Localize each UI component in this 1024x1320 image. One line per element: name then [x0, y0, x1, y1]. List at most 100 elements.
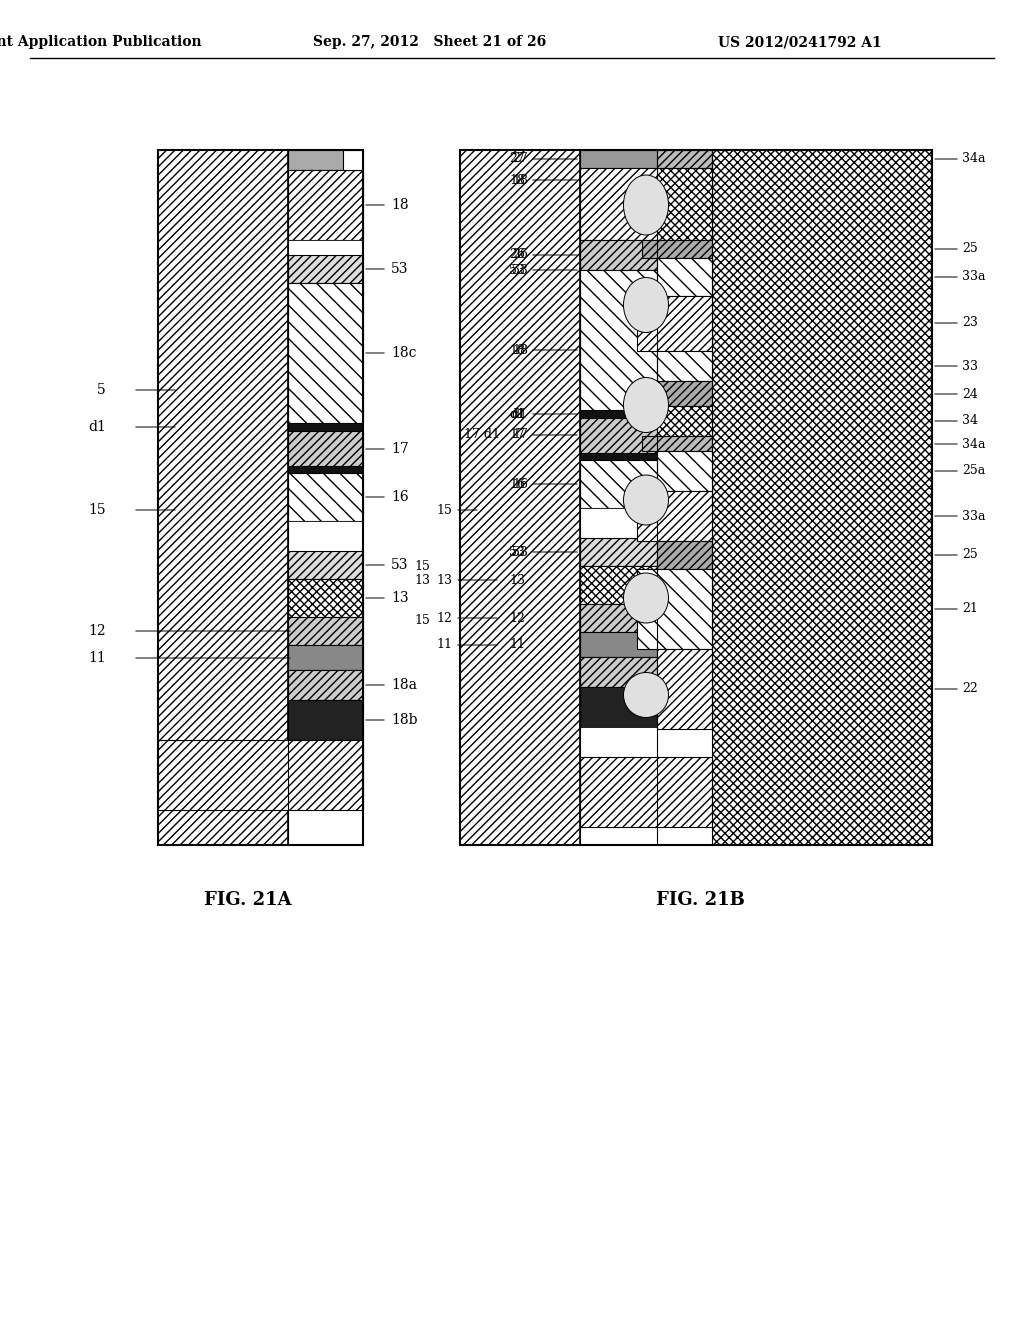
Text: 11: 11: [509, 639, 525, 652]
Text: d1: d1: [509, 408, 525, 421]
Text: 15: 15: [436, 503, 452, 516]
Bar: [637, 569, 712, 649]
Bar: [657, 451, 712, 491]
Text: 17: 17: [509, 429, 525, 441]
Text: 53: 53: [512, 545, 528, 558]
Text: 21: 21: [962, 602, 978, 615]
Bar: [288, 521, 362, 550]
Bar: [288, 255, 362, 282]
Text: 11: 11: [436, 639, 452, 652]
Bar: [288, 671, 362, 700]
Text: 16: 16: [509, 478, 525, 491]
Bar: [580, 240, 712, 271]
Bar: [580, 727, 712, 756]
Bar: [288, 150, 343, 170]
Text: 53: 53: [509, 264, 525, 276]
Text: 17: 17: [391, 442, 409, 455]
Text: 12: 12: [436, 611, 452, 624]
Bar: [288, 432, 362, 466]
Bar: [642, 436, 712, 451]
Bar: [158, 150, 362, 845]
Bar: [288, 550, 362, 579]
Bar: [288, 170, 362, 240]
Bar: [288, 700, 362, 741]
Text: 34: 34: [962, 414, 978, 428]
Bar: [580, 453, 712, 459]
Text: 24: 24: [962, 388, 978, 400]
Text: 12: 12: [88, 624, 106, 638]
Ellipse shape: [624, 475, 669, 525]
Bar: [657, 649, 712, 729]
Bar: [580, 418, 712, 453]
Text: 11: 11: [88, 651, 106, 665]
Text: 33a: 33a: [962, 271, 985, 284]
Text: 15: 15: [88, 503, 106, 517]
Text: 13: 13: [436, 573, 452, 586]
Bar: [288, 741, 343, 770]
Ellipse shape: [624, 672, 669, 718]
Bar: [580, 566, 712, 605]
Bar: [580, 657, 712, 686]
Bar: [580, 271, 712, 411]
Text: 17 d1: 17 d1: [464, 429, 500, 441]
Bar: [580, 150, 635, 170]
Text: d1: d1: [88, 420, 106, 434]
Bar: [580, 459, 712, 508]
Text: 23: 23: [962, 317, 978, 330]
Text: 18b: 18b: [391, 713, 418, 727]
Bar: [460, 150, 932, 845]
Text: d1: d1: [512, 408, 528, 421]
Ellipse shape: [624, 378, 669, 433]
Text: 27: 27: [512, 153, 528, 165]
Text: 26: 26: [512, 248, 528, 261]
Bar: [657, 150, 712, 168]
Bar: [580, 539, 712, 566]
Bar: [657, 168, 712, 240]
Bar: [712, 150, 932, 845]
Bar: [580, 632, 712, 657]
Text: 25a: 25a: [962, 465, 985, 478]
Bar: [288, 473, 362, 521]
Bar: [343, 150, 362, 170]
Bar: [580, 508, 712, 539]
Text: 26: 26: [509, 248, 525, 261]
Bar: [343, 741, 362, 770]
Text: 15: 15: [414, 560, 430, 573]
Text: 5: 5: [97, 383, 106, 397]
Text: 18: 18: [512, 173, 528, 186]
Bar: [288, 240, 362, 255]
Text: 53: 53: [391, 261, 409, 276]
Text: 18: 18: [509, 173, 525, 186]
Bar: [580, 411, 712, 418]
Bar: [580, 150, 712, 168]
Ellipse shape: [624, 176, 669, 235]
Text: 13: 13: [391, 591, 409, 605]
Text: 53: 53: [509, 545, 525, 558]
Text: 16: 16: [391, 490, 409, 504]
Bar: [580, 150, 712, 845]
Text: 33a: 33a: [962, 510, 985, 523]
Text: 34a: 34a: [962, 437, 985, 450]
Text: Patent Application Publication: Patent Application Publication: [0, 36, 202, 49]
Bar: [657, 407, 712, 436]
Text: 53: 53: [391, 558, 409, 572]
Text: d1: d1: [509, 408, 525, 421]
Bar: [657, 351, 712, 381]
Bar: [580, 170, 635, 240]
Text: 18c: 18c: [391, 346, 417, 360]
Ellipse shape: [624, 573, 669, 623]
Text: 17: 17: [512, 429, 528, 441]
Text: FIG. 21B: FIG. 21B: [655, 891, 744, 909]
Bar: [460, 150, 580, 845]
Text: 13: 13: [414, 573, 430, 586]
Bar: [288, 466, 362, 473]
Text: 25: 25: [962, 549, 978, 561]
Bar: [158, 741, 362, 810]
Text: 18: 18: [391, 198, 409, 213]
Bar: [580, 168, 712, 240]
Ellipse shape: [624, 277, 669, 333]
Bar: [580, 756, 712, 828]
Text: FIG. 21A: FIG. 21A: [204, 891, 292, 909]
Bar: [657, 257, 712, 296]
Bar: [288, 579, 362, 616]
